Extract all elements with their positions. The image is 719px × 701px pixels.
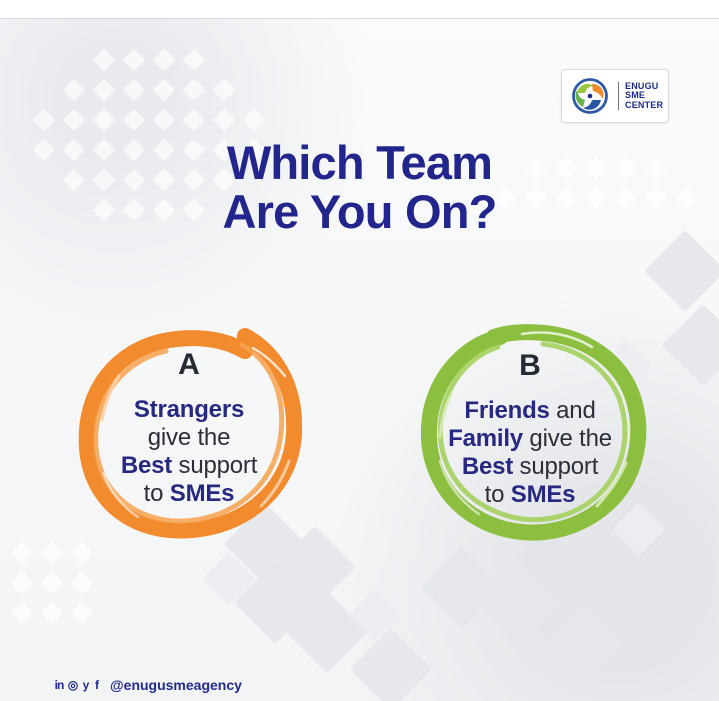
pattern-square-large [420, 545, 504, 629]
logo-text-line: CENTER [625, 99, 664, 110]
pattern-square [40, 571, 64, 595]
team-b-text: support [513, 453, 599, 480]
pattern-square [32, 108, 56, 132]
pattern-square-large [643, 229, 719, 313]
team-a-text: to [143, 480, 170, 507]
team-a-emphasis: Strangers [133, 396, 245, 423]
pattern-square [62, 108, 86, 132]
team-b-line-3: Best support [412, 453, 648, 481]
pattern-square [182, 78, 206, 102]
pattern-square [122, 48, 146, 72]
pattern-square [92, 48, 116, 72]
pattern-square-large [233, 561, 317, 645]
team-a-text: support [172, 452, 258, 479]
team-a-emphasis: Best [120, 452, 173, 479]
pattern-square [122, 78, 146, 102]
team-a-emphasis: SMEs [169, 480, 235, 507]
pattern-square [92, 108, 116, 132]
team-b-statement: Friends and Family give the Best support… [412, 397, 648, 509]
pattern-square [152, 78, 176, 102]
logo-text-block: ENUGU SME CENTER [618, 82, 663, 110]
team-b-line-1: Friends and [412, 397, 648, 425]
team-b-card: B Friends and Family give the Best suppo… [412, 317, 648, 553]
team-a-content: A Strangers give the Best support to SME… [71, 316, 307, 552]
logo-text-line: SME [625, 90, 646, 101]
team-a-line-1: Strangers [71, 396, 307, 424]
team-a-line-3: Best support [71, 452, 307, 480]
enugu-sme-mark-icon [572, 78, 608, 114]
title-line-1: Which Team [226, 136, 493, 189]
pattern-square-medium [202, 552, 256, 606]
pattern-square [40, 601, 64, 625]
pattern-square-large [285, 590, 369, 674]
top-strip [0, 0, 719, 19]
pattern-square-large [661, 303, 719, 387]
pattern-square [40, 541, 64, 565]
twitter-icon: y [82, 678, 90, 692]
team-b-text: give the [522, 425, 612, 452]
pattern-square [92, 78, 116, 102]
team-b-text: and [549, 397, 596, 424]
pattern-square-large [349, 627, 433, 701]
team-b-emphasis: Friends [464, 397, 550, 424]
team-a-line-4: to SMEs [71, 480, 307, 508]
team-a-statement: Strangers give the Best support to SMEs [71, 396, 307, 508]
team-b-emphasis: Family [448, 425, 523, 452]
green-brush-ring-icon [420, 324, 647, 541]
orange-brush-ring-icon [78, 328, 303, 539]
pattern-square [212, 78, 236, 102]
team-b-line-4: to SMEs [412, 481, 648, 509]
social-icon-row: in ◎ y f [52, 677, 101, 693]
pattern-square [10, 541, 34, 565]
linkedin-icon: in [54, 678, 65, 692]
team-a-letter: A [178, 348, 200, 381]
team-b-emphasis: SMEs [510, 481, 576, 508]
pattern-square [70, 571, 94, 595]
pattern-square [152, 108, 176, 132]
pattern-square [10, 601, 34, 625]
pattern-square [62, 78, 86, 102]
facebook-icon: f [95, 678, 99, 692]
pattern-square-medium [348, 588, 402, 642]
team-b-content: B Friends and Family give the Best suppo… [412, 317, 648, 553]
team-b-text: to [484, 481, 511, 508]
pattern-square [182, 48, 206, 72]
pattern-square [122, 108, 146, 132]
pattern-square [212, 108, 236, 132]
pattern-square [182, 108, 206, 132]
team-a-text: give the [147, 424, 231, 451]
social-handle-footer: in ◎ y f @enugusmeagency [52, 676, 242, 694]
page-title: Which Team Are You On? [0, 138, 719, 236]
pattern-square [242, 108, 266, 132]
team-b-emphasis: Best [461, 453, 514, 480]
pattern-square [152, 48, 176, 72]
pattern-square [70, 601, 94, 625]
title-line-2: Are You On? [222, 185, 497, 238]
team-a-line-2: give the [71, 424, 307, 452]
enugu-sme-center-logo: ENUGU SME CENTER [561, 69, 669, 123]
logo-text-line: ENUGU [625, 81, 659, 92]
instagram-icon: ◎ [67, 678, 79, 692]
pattern-square [10, 571, 34, 595]
social-handle: @enugusmeagency [110, 677, 242, 693]
team-b-letter: B [519, 349, 541, 382]
team-a-card: A Strangers give the Best support to SME… [71, 316, 307, 552]
team-b-line-2: Family give the [412, 425, 648, 453]
pattern-square-large [478, 563, 562, 647]
pattern-square-large [540, 603, 624, 687]
